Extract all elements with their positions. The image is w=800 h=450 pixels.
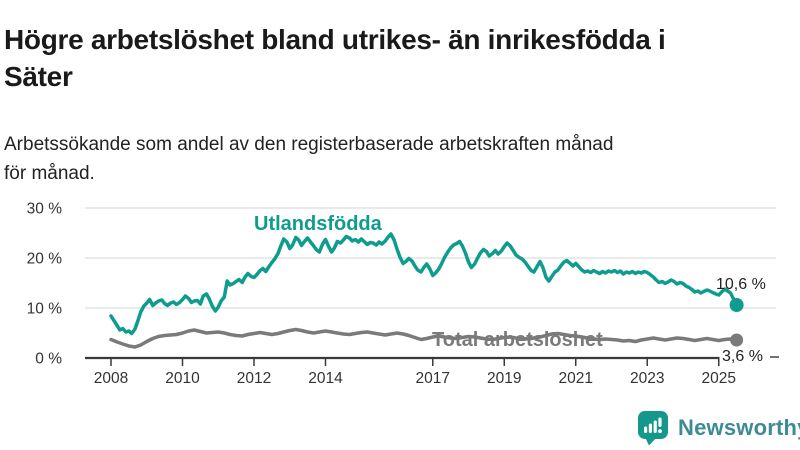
y-tick-label: 10 % [27,301,63,318]
x-tick-label: 2021 [559,370,593,387]
x-tick-label: 2023 [630,370,664,387]
series-line-total [109,327,739,349]
x-tick-label: 2008 [94,370,128,387]
x-tick-label: 2017 [416,370,450,387]
x-tick-label: 2019 [487,370,521,387]
series-label-total-arbetsloshet: Total arbetslöshet [432,329,603,351]
chart-subtitle-line2: för månad. [4,162,95,184]
x-tick-label: 2025 [702,370,736,387]
x-tick-label: 2012 [237,370,271,387]
y-tick-label: 20 % [27,251,63,268]
newsworthy-logo[interactable]: Newsworthy [637,410,800,446]
chart-title: Högre arbetslöshet bland utrikes- än inr… [4,21,796,96]
chart-title-line1: Högre arbetslöshet bland utrikes- än inr… [4,23,666,55]
y-tick-label: 0 % [35,351,62,368]
end-value-label-utlandsfodda: 10,6 % [716,276,766,293]
x-tick-label: 2010 [165,370,200,387]
series-line-utlandsfodda [109,232,739,336]
series-label-utlandsfodda: Utlandsfödda [254,213,382,235]
chart-title-line2: Säter [4,61,73,93]
chart-subtitle: Arbetssökande som andel av den registerb… [4,131,784,188]
chart-subtitle-line1: Arbetssökande som andel av den registerb… [4,134,614,155]
newsworthy-chart-bubble-icon [638,411,668,446]
x-tick-label: 2014 [308,370,343,387]
end-dot-total [730,333,744,347]
newsworthy-wordmark: Newsworthy [678,415,800,440]
end-value-label-total: 3,6 % [722,348,763,365]
end-dot-utlandsfodda [729,298,744,312]
y-tick-label: 30 % [27,201,63,218]
